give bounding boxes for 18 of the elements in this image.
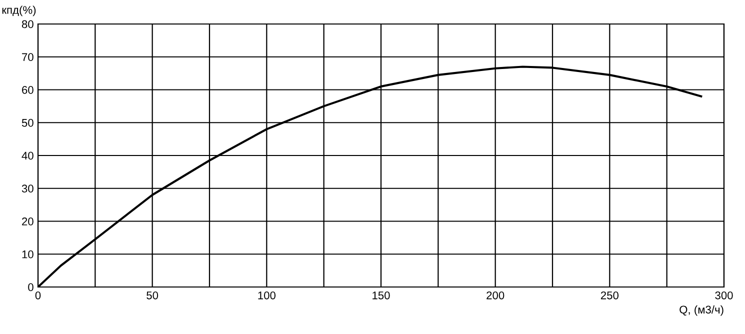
y-tick-label: 60 <box>22 86 34 94</box>
x-axis-title: Q, (м3/ч) <box>680 305 724 316</box>
x-tick-label: 250 <box>600 291 618 300</box>
x-tick-label: 300 <box>715 291 733 300</box>
y-tick-label: 0 <box>28 283 34 292</box>
y-tick-label: 70 <box>22 53 34 62</box>
x-tick-label: 200 <box>486 291 504 300</box>
x-tick-label: 150 <box>372 291 390 300</box>
y-tick-label: 30 <box>22 184 34 193</box>
y-tick-label: 50 <box>22 118 34 127</box>
x-tick-label: 50 <box>146 291 158 300</box>
y-tick-label: 40 <box>22 152 34 160</box>
x-tick-label: 0 <box>35 291 41 300</box>
y-axis-title: кпд(%) <box>2 6 36 16</box>
y-tick-label: 80 <box>22 20 34 28</box>
x-tick-label: 100 <box>258 291 276 300</box>
y-tick-label: 20 <box>22 218 34 226</box>
y-tick-label: 10 <box>22 250 34 258</box>
